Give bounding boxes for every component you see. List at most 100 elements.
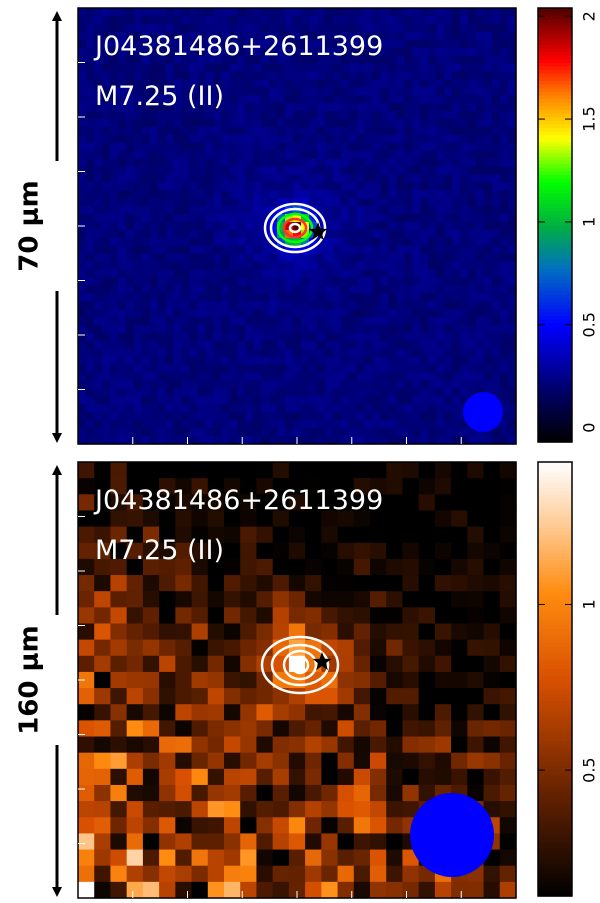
pixel bbox=[499, 575, 517, 592]
pixel bbox=[340, 428, 350, 437]
colorbar-cell bbox=[538, 290, 572, 295]
pixel bbox=[229, 237, 238, 247]
pixel bbox=[372, 63, 382, 73]
pixel bbox=[272, 542, 290, 560]
pixel bbox=[117, 47, 127, 57]
pixel bbox=[460, 396, 469, 405]
pixel bbox=[467, 623, 485, 641]
pixel bbox=[109, 8, 119, 17]
pixel bbox=[340, 103, 350, 112]
pixel bbox=[101, 174, 111, 183]
colorbar-tick-label: 0.5 bbox=[580, 757, 599, 782]
pixel bbox=[126, 623, 144, 641]
pixel bbox=[101, 261, 111, 271]
pixel bbox=[205, 190, 214, 199]
pixel bbox=[418, 688, 436, 705]
pixel bbox=[396, 380, 406, 390]
pixel bbox=[436, 396, 445, 405]
pixel bbox=[386, 575, 404, 592]
pixel bbox=[396, 436, 406, 445]
pixel bbox=[500, 166, 509, 176]
pixel bbox=[434, 881, 452, 899]
pixel bbox=[402, 542, 420, 560]
pixel bbox=[418, 607, 436, 625]
pixel bbox=[285, 174, 294, 183]
pixel bbox=[189, 63, 199, 73]
pixel bbox=[364, 126, 374, 136]
pixel bbox=[353, 704, 371, 721]
pixel bbox=[237, 95, 246, 104]
pixel bbox=[452, 150, 461, 160]
colorbar-cell bbox=[538, 358, 572, 364]
pixel bbox=[499, 462, 517, 479]
pixel bbox=[492, 364, 501, 374]
pixel bbox=[221, 198, 230, 207]
pixel bbox=[285, 150, 294, 160]
pixel bbox=[332, 253, 342, 263]
pixel bbox=[141, 293, 151, 302]
pixel bbox=[412, 111, 422, 120]
pixel bbox=[460, 198, 469, 207]
pixel bbox=[396, 158, 406, 168]
pixel bbox=[159, 752, 176, 770]
pixel bbox=[484, 364, 493, 374]
pixel bbox=[451, 720, 468, 738]
pixel bbox=[205, 15, 214, 25]
pixel bbox=[159, 736, 176, 754]
pixel bbox=[308, 396, 318, 405]
pixel bbox=[165, 388, 175, 398]
pixel bbox=[133, 245, 143, 255]
pixel bbox=[165, 190, 175, 199]
pixel bbox=[380, 436, 390, 445]
pixel bbox=[221, 364, 230, 374]
pixel bbox=[269, 198, 278, 207]
pixel bbox=[508, 237, 517, 247]
pixel bbox=[484, 198, 493, 207]
pixel bbox=[316, 15, 326, 25]
pixel bbox=[224, 752, 241, 770]
pixel bbox=[253, 190, 262, 199]
pixel bbox=[157, 95, 167, 104]
pixel bbox=[372, 245, 382, 255]
pixel bbox=[125, 237, 135, 247]
pixel bbox=[125, 317, 135, 326]
pixel bbox=[142, 801, 160, 818]
pixel bbox=[500, 404, 509, 413]
pixel bbox=[396, 95, 406, 104]
pixel bbox=[444, 245, 453, 255]
pixel bbox=[149, 190, 159, 199]
pixel bbox=[245, 63, 254, 73]
colorbar-cell bbox=[538, 384, 572, 389]
colorbar-cell bbox=[538, 769, 572, 774]
pixel bbox=[149, 15, 159, 25]
pixel bbox=[444, 309, 453, 318]
pixel bbox=[418, 784, 436, 802]
pixel bbox=[324, 277, 334, 287]
pixel bbox=[356, 245, 366, 255]
pixel bbox=[380, 333, 390, 342]
pixel bbox=[157, 15, 167, 25]
pixel bbox=[207, 462, 225, 479]
colorbar-frame bbox=[537, 7, 573, 443]
pixel bbox=[476, 436, 485, 445]
pixel bbox=[468, 190, 477, 199]
pixel bbox=[370, 494, 387, 512]
pixel bbox=[476, 428, 485, 437]
pixel bbox=[436, 111, 445, 120]
pixel bbox=[221, 134, 230, 144]
pixel bbox=[126, 865, 144, 883]
pixel bbox=[404, 118, 414, 128]
pixel bbox=[484, 166, 493, 176]
pixel bbox=[85, 356, 95, 366]
pixel bbox=[237, 325, 246, 334]
pixel bbox=[117, 372, 127, 382]
pixel bbox=[261, 301, 270, 310]
pixel bbox=[500, 388, 509, 398]
pixel bbox=[277, 340, 286, 350]
pixel bbox=[380, 222, 390, 231]
pixel bbox=[93, 309, 103, 318]
pixel bbox=[213, 103, 222, 112]
pixel bbox=[141, 142, 151, 152]
pixel bbox=[428, 301, 437, 310]
pixel bbox=[468, 340, 477, 350]
